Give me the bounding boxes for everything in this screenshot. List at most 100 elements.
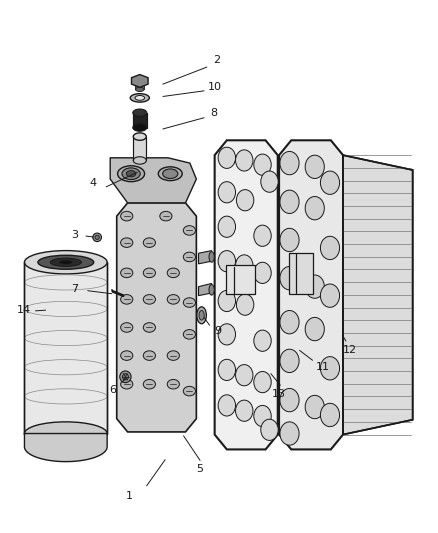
Text: 7: 7 bbox=[71, 284, 78, 294]
Polygon shape bbox=[343, 155, 413, 434]
Polygon shape bbox=[131, 75, 148, 87]
Circle shape bbox=[236, 150, 253, 171]
Ellipse shape bbox=[143, 238, 155, 247]
Text: 13: 13 bbox=[272, 389, 286, 399]
Ellipse shape bbox=[60, 261, 72, 264]
Ellipse shape bbox=[167, 295, 180, 304]
Ellipse shape bbox=[117, 166, 145, 182]
Circle shape bbox=[261, 171, 278, 192]
Circle shape bbox=[280, 311, 299, 334]
Polygon shape bbox=[215, 140, 278, 449]
Bar bbox=[133, 136, 146, 160]
Text: 3: 3 bbox=[71, 230, 78, 240]
Ellipse shape bbox=[50, 258, 81, 266]
Ellipse shape bbox=[25, 251, 107, 274]
Polygon shape bbox=[25, 433, 107, 462]
Ellipse shape bbox=[167, 379, 180, 389]
Ellipse shape bbox=[143, 295, 155, 304]
Ellipse shape bbox=[143, 268, 155, 278]
Circle shape bbox=[305, 155, 324, 179]
Ellipse shape bbox=[95, 235, 99, 239]
Circle shape bbox=[321, 284, 339, 308]
Ellipse shape bbox=[209, 252, 214, 262]
Ellipse shape bbox=[143, 379, 155, 389]
Circle shape bbox=[261, 419, 278, 440]
Circle shape bbox=[321, 236, 339, 260]
Ellipse shape bbox=[126, 171, 136, 177]
Polygon shape bbox=[117, 203, 196, 432]
Ellipse shape bbox=[120, 238, 133, 247]
Text: 5: 5 bbox=[196, 464, 203, 474]
Circle shape bbox=[305, 317, 324, 341]
Ellipse shape bbox=[209, 285, 214, 295]
Circle shape bbox=[254, 330, 271, 351]
Circle shape bbox=[236, 365, 253, 386]
Circle shape bbox=[280, 190, 299, 214]
Text: 6: 6 bbox=[109, 384, 116, 394]
Circle shape bbox=[305, 275, 324, 298]
Circle shape bbox=[280, 349, 299, 373]
Ellipse shape bbox=[122, 374, 128, 380]
Circle shape bbox=[218, 290, 236, 312]
Circle shape bbox=[218, 216, 236, 237]
Text: 8: 8 bbox=[210, 108, 217, 118]
Ellipse shape bbox=[133, 157, 146, 164]
Circle shape bbox=[280, 228, 299, 252]
Ellipse shape bbox=[143, 322, 155, 332]
Ellipse shape bbox=[184, 252, 195, 262]
Ellipse shape bbox=[135, 87, 144, 92]
Ellipse shape bbox=[120, 322, 133, 332]
Ellipse shape bbox=[158, 167, 182, 181]
Circle shape bbox=[280, 422, 299, 445]
Ellipse shape bbox=[184, 329, 195, 339]
Circle shape bbox=[305, 197, 324, 220]
Ellipse shape bbox=[143, 351, 155, 360]
Ellipse shape bbox=[199, 311, 204, 320]
Ellipse shape bbox=[120, 295, 133, 304]
Circle shape bbox=[280, 266, 299, 290]
Ellipse shape bbox=[120, 212, 133, 221]
Polygon shape bbox=[279, 140, 343, 449]
Ellipse shape bbox=[133, 133, 146, 140]
Circle shape bbox=[218, 147, 236, 168]
Bar bbox=[226, 265, 255, 294]
Circle shape bbox=[321, 403, 339, 426]
Circle shape bbox=[254, 225, 271, 246]
Ellipse shape bbox=[133, 109, 147, 116]
Polygon shape bbox=[25, 262, 107, 433]
Ellipse shape bbox=[130, 94, 149, 102]
Circle shape bbox=[218, 251, 236, 272]
Text: 1: 1 bbox=[126, 490, 133, 500]
Ellipse shape bbox=[160, 212, 172, 221]
Circle shape bbox=[280, 151, 299, 175]
Bar bbox=[133, 113, 147, 127]
Circle shape bbox=[218, 359, 236, 381]
Ellipse shape bbox=[93, 233, 102, 241]
Circle shape bbox=[236, 400, 253, 421]
Ellipse shape bbox=[135, 95, 145, 100]
Ellipse shape bbox=[25, 422, 107, 445]
Text: 4: 4 bbox=[89, 177, 96, 188]
Ellipse shape bbox=[167, 351, 180, 360]
Ellipse shape bbox=[133, 124, 147, 131]
Circle shape bbox=[280, 389, 299, 412]
Ellipse shape bbox=[184, 225, 195, 235]
Polygon shape bbox=[198, 284, 212, 296]
Ellipse shape bbox=[167, 268, 180, 278]
Ellipse shape bbox=[120, 351, 133, 360]
Polygon shape bbox=[198, 251, 212, 264]
Text: 10: 10 bbox=[208, 82, 222, 92]
Text: 9: 9 bbox=[215, 326, 222, 336]
Ellipse shape bbox=[162, 169, 178, 179]
Polygon shape bbox=[110, 158, 196, 203]
Circle shape bbox=[237, 190, 254, 211]
Ellipse shape bbox=[184, 386, 195, 396]
Circle shape bbox=[218, 182, 236, 203]
Circle shape bbox=[321, 171, 339, 195]
Text: 2: 2 bbox=[213, 55, 220, 64]
Circle shape bbox=[254, 262, 271, 284]
Circle shape bbox=[218, 324, 236, 345]
Ellipse shape bbox=[120, 268, 133, 278]
Ellipse shape bbox=[120, 379, 133, 389]
Circle shape bbox=[254, 154, 271, 175]
